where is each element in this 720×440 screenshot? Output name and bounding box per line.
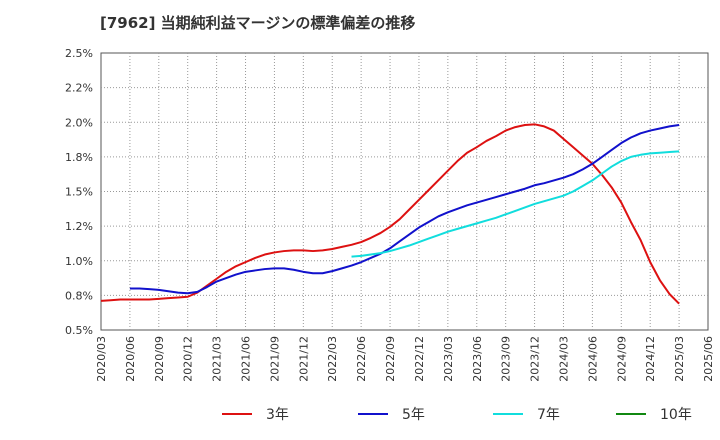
x-tick-label: 2023/12: [529, 336, 542, 382]
grid-lines: [101, 53, 708, 330]
x-tick-label: 2024/09: [615, 336, 628, 382]
series-lines: [100, 123, 680, 305]
y-axis-ticks: 0.5% 0.8% 1.0% 1.2% 1.5% 1.8% 2.0% 2.2% 2.5%: [65, 47, 93, 337]
series-line: [129, 124, 680, 295]
x-tick-label: 2022/12: [413, 336, 426, 382]
x-tick-label: 2025/06: [702, 336, 715, 382]
y-tick-label: 1.8%: [65, 151, 93, 164]
legend: 3年 5年 7年 10年: [222, 407, 692, 423]
y-tick-label: 1.2%: [65, 220, 93, 233]
y-tick-label: 1.0%: [65, 255, 93, 268]
x-tick-label: 2020/09: [153, 336, 166, 382]
x-tick-label: 2025/03: [673, 336, 686, 382]
legend-label: 7年: [537, 407, 560, 423]
x-tick-label: 2020/03: [95, 336, 108, 382]
legend-label: 10年: [660, 407, 692, 423]
legend-label: 3年: [266, 407, 289, 423]
x-axis-ticks: 2020/03 2020/06 2020/09 2020/12 2021/03 2021/…: [95, 336, 715, 382]
x-tick-label: 2024/03: [557, 336, 570, 382]
x-tick-label: 2021/09: [268, 336, 281, 382]
y-tick-label: 0.5%: [65, 324, 93, 337]
y-tick-label: 0.8%: [65, 289, 93, 302]
x-tick-label: 2020/06: [124, 336, 137, 382]
y-tick-label: 2.5%: [65, 47, 93, 60]
x-tick-label: 2020/12: [182, 336, 195, 382]
y-tick-label: 2.0%: [65, 116, 93, 129]
x-tick-label: 2023/03: [442, 336, 455, 382]
x-tick-label: 2023/09: [500, 336, 513, 382]
x-tick-label: 2021/06: [240, 336, 253, 382]
y-tick-label: 2.2%: [65, 82, 93, 95]
x-tick-label: 2023/06: [471, 336, 484, 382]
x-tick-label: 2021/12: [297, 336, 310, 382]
chart-title: [7962] 当期純利益マージンの標準偏差の推移: [100, 14, 416, 32]
x-tick-label: 2021/03: [211, 336, 224, 382]
x-tick-label: 2022/09: [384, 336, 397, 382]
x-tick-label: 2024/06: [586, 336, 599, 382]
legend-label: 5年: [402, 407, 425, 423]
x-tick-label: 2022/03: [326, 336, 339, 382]
x-tick-label: 2024/12: [644, 336, 657, 382]
series-line: [351, 150, 680, 258]
y-tick-label: 1.5%: [65, 186, 93, 199]
x-tick-label: 2022/06: [355, 336, 368, 382]
